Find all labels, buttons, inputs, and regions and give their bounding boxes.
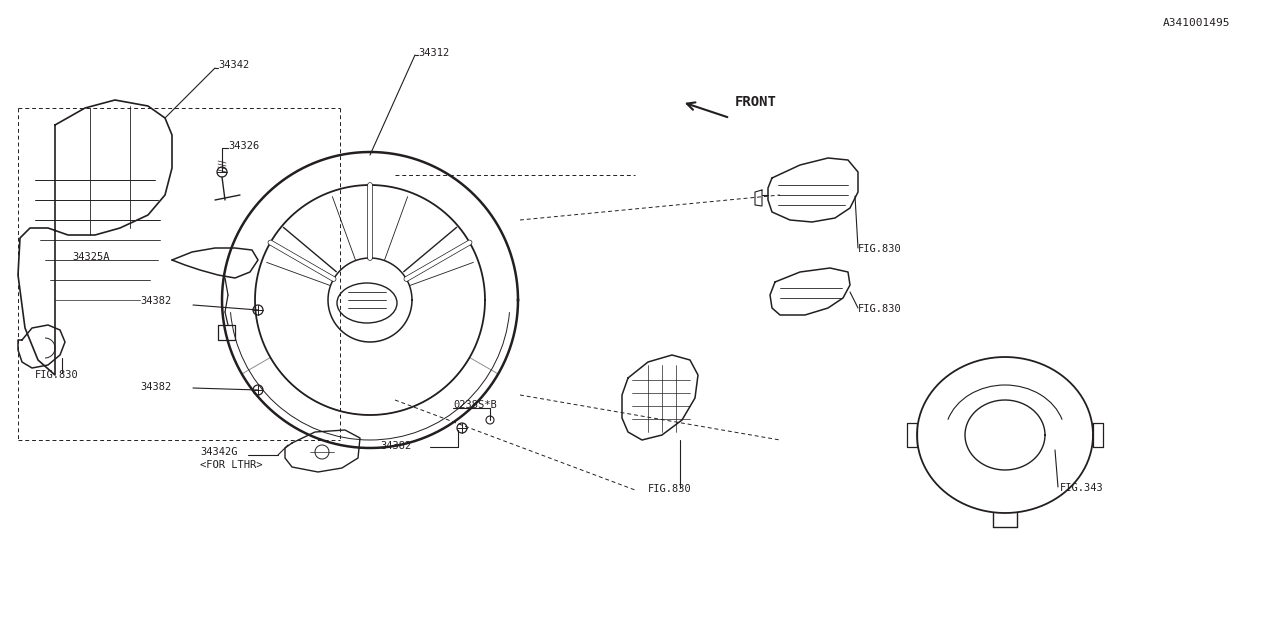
Text: 34342: 34342 [218,60,250,70]
Text: 34325A: 34325A [72,252,110,262]
Text: 34382: 34382 [140,382,172,392]
Text: 34382: 34382 [140,296,172,306]
Text: 34342G: 34342G [200,447,238,457]
Text: FRONT: FRONT [735,95,777,109]
Text: 0238S*B: 0238S*B [453,400,497,410]
Text: 34312: 34312 [419,48,449,58]
Text: FIG.343: FIG.343 [1060,483,1103,493]
Text: 34326: 34326 [228,141,260,151]
Text: <FOR LTHR>: <FOR LTHR> [200,460,262,470]
Text: FIG.830: FIG.830 [858,304,901,314]
Text: A341001495: A341001495 [1162,18,1230,28]
Text: FIG.830: FIG.830 [858,244,901,254]
Text: FIG.830: FIG.830 [35,370,79,380]
Text: 34382: 34382 [380,441,411,451]
Text: FIG.830: FIG.830 [648,484,691,494]
